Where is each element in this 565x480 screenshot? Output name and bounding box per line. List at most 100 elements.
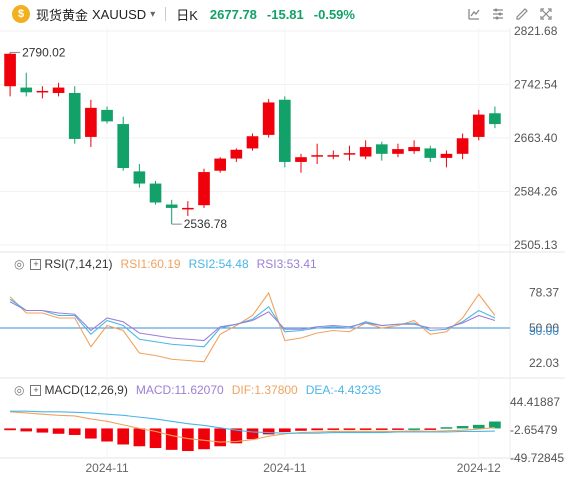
candle-body bbox=[230, 149, 243, 159]
candle bbox=[4, 52, 16, 97]
candle bbox=[392, 143, 404, 158]
eye-icon[interactable]: ◎ bbox=[14, 257, 25, 271]
macd-bar bbox=[327, 428, 340, 430]
candle bbox=[149, 180, 162, 205]
macd-header: ◎ + MACD(12,26,9) MACD:11.62070 DIF:1.37… bbox=[14, 383, 381, 397]
macd-bar bbox=[4, 428, 16, 431]
candle bbox=[375, 141, 388, 161]
candle bbox=[101, 106, 113, 124]
candle bbox=[456, 133, 469, 160]
candle-body bbox=[408, 147, 420, 152]
chevron-down-icon[interactable]: ▾ bbox=[150, 8, 156, 20]
macd-bar bbox=[262, 428, 275, 435]
candle bbox=[198, 168, 210, 208]
dea-line bbox=[10, 410, 495, 434]
candle-body bbox=[246, 136, 259, 149]
candle bbox=[52, 82, 65, 97]
macd-panel bbox=[4, 410, 501, 452]
candle bbox=[262, 99, 275, 138]
candle-body bbox=[101, 109, 113, 122]
rsi-tick-label: 50.00 bbox=[529, 321, 559, 335]
candle bbox=[133, 163, 146, 188]
gold-coin-icon: $ bbox=[12, 5, 30, 23]
macd-bar bbox=[246, 428, 259, 440]
price-change: -15.81 bbox=[266, 6, 304, 22]
macd-bar bbox=[375, 428, 388, 430]
candle bbox=[440, 150, 453, 168]
macd-bar bbox=[68, 428, 81, 435]
macd-title[interactable]: MACD(12,26,9) bbox=[44, 383, 128, 397]
x-axis-label: 2024-11 bbox=[85, 461, 128, 475]
rsi-title[interactable]: RSI(7,14,21) bbox=[44, 257, 113, 271]
rsi2-line bbox=[9, 298, 496, 348]
macd-bar bbox=[52, 428, 65, 434]
rsi-reference-label: 50.00 bbox=[529, 324, 559, 338]
fullscreen-icon[interactable] bbox=[537, 6, 555, 22]
chart-style-icon[interactable] bbox=[465, 6, 483, 22]
candle-body bbox=[279, 99, 291, 162]
macd-bar bbox=[214, 428, 226, 447]
macd-bar bbox=[424, 428, 437, 430]
price-tick-label: 2663.40 bbox=[514, 131, 558, 145]
instrument-symbol[interactable]: XAUUSD bbox=[92, 6, 147, 22]
macd-bar bbox=[392, 428, 404, 430]
high-price-label: 2790.02 bbox=[22, 45, 66, 59]
candle-body bbox=[68, 92, 81, 139]
macd-tick-label: 44.41887 bbox=[510, 395, 560, 409]
draw-icon[interactable] bbox=[513, 6, 531, 22]
macd-tick-label: -49.72845 bbox=[510, 451, 564, 465]
candle bbox=[279, 96, 291, 168]
candle-body bbox=[214, 158, 226, 171]
macd-bar bbox=[311, 428, 323, 431]
indicator-icon[interactable] bbox=[489, 6, 507, 22]
timeframe-selector[interactable]: 日K bbox=[176, 7, 198, 23]
dif-line bbox=[10, 411, 495, 443]
rsi-tick-label: 78.37 bbox=[529, 286, 559, 300]
macd-bar bbox=[408, 428, 420, 430]
candle-body bbox=[262, 102, 275, 135]
candle-body bbox=[182, 207, 194, 210]
candle bbox=[117, 116, 130, 171]
candle bbox=[68, 86, 81, 144]
x-axis-label: 2024-11 bbox=[263, 461, 306, 475]
candle bbox=[165, 199, 178, 225]
settings-icon[interactable]: + bbox=[30, 258, 42, 270]
candle-body bbox=[375, 144, 388, 154]
candle-body bbox=[359, 147, 372, 157]
rsi2-value: RSI2:54.48 bbox=[188, 257, 249, 271]
candle-body bbox=[392, 149, 404, 154]
macd-bar bbox=[36, 428, 49, 433]
macd-bar bbox=[198, 428, 210, 450]
rsi-header: ◎ + RSI(7,14,21) RSI1:60.19 RSI2:54.48 R… bbox=[14, 257, 317, 271]
last-price: 2677.78 bbox=[209, 6, 257, 22]
candle-body bbox=[133, 171, 146, 184]
low-price-label: 2536.78 bbox=[184, 217, 228, 231]
dif-value: DIF:1.37800 bbox=[231, 383, 298, 397]
candle-body bbox=[117, 124, 130, 169]
instrument-name[interactable]: 现货黄金 bbox=[36, 7, 89, 23]
macd-bar bbox=[343, 428, 356, 430]
rsi1-value: RSI1:60.19 bbox=[120, 257, 181, 271]
macd-bar bbox=[295, 428, 307, 431]
candle-body bbox=[149, 183, 162, 203]
eye-icon[interactable]: ◎ bbox=[14, 383, 25, 397]
candle bbox=[36, 86, 49, 99]
macd-tick-label: -2.65479 bbox=[510, 423, 558, 437]
candle-body bbox=[456, 138, 469, 154]
candle-body bbox=[198, 172, 210, 206]
rsi-tick-label: 22.03 bbox=[529, 356, 559, 370]
candle-body bbox=[472, 114, 485, 137]
macd-bar bbox=[101, 428, 113, 442]
macd-bar bbox=[133, 428, 146, 447]
candle bbox=[359, 140, 372, 160]
candle bbox=[214, 157, 226, 173]
candle-body bbox=[52, 87, 65, 93]
macd-bar bbox=[489, 421, 501, 429]
candle-body bbox=[424, 148, 437, 158]
rsi-panel bbox=[0, 291, 510, 363]
candle bbox=[85, 99, 97, 148]
settings-icon[interactable]: + bbox=[30, 384, 42, 396]
macd-bar bbox=[149, 428, 162, 449]
candle-body bbox=[4, 53, 16, 87]
